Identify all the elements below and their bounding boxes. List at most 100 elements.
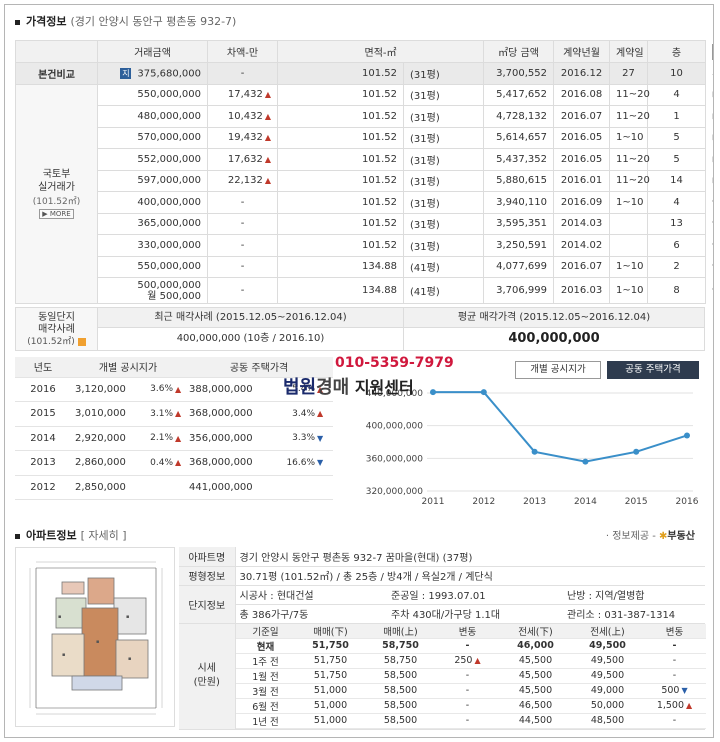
- jeonse-change-cell: 500 ▼: [643, 683, 706, 699]
- apt-size-value: 30.71평 (101.52㎡) / 총 25층 / 방4개 / 욕실2개 / …: [235, 566, 705, 586]
- jeonse-low-cell: 44,500: [499, 713, 572, 729]
- up-arrow-icon: ▲: [264, 133, 271, 143]
- up-arrow-icon: ▲: [175, 409, 182, 419]
- house-pct-cell: 16.6%: [265, 450, 316, 476]
- tab-land-price[interactable]: 개별 공시지가: [515, 361, 601, 379]
- base-date-cell: 6월 전: [235, 698, 296, 714]
- history-row: 2016 3,120,000 3.6% ▲ 388,000,000 5.4% ▲: [15, 377, 334, 402]
- complex-completed: 준공일 : 1993.07.01: [387, 585, 563, 605]
- pyeong-cell: (31평): [402, 83, 485, 106]
- floor-cell: 2: [647, 255, 707, 278]
- contract-day-cell: 1~10: [609, 277, 649, 304]
- column-header: 년도: [15, 357, 71, 378]
- sale-high-cell: 58,750: [365, 638, 436, 654]
- land-pct-cell: 0.4%: [133, 450, 173, 476]
- table-row: 552,000,000 17,632 ▲ 101.52 (31평) 5,437,352 20…: [16, 148, 713, 171]
- pyeong-cell: (31평): [402, 105, 485, 128]
- house-dir-cell: [315, 475, 334, 500]
- sale-change-cell: -: [435, 638, 500, 654]
- svg-text:▪: ▪: [62, 652, 65, 658]
- x-tick-label: 2011: [422, 497, 445, 507]
- complex-office: 관리소 : 031-387-1314: [563, 604, 705, 624]
- market-price-table: 기준일 매매(下) 매매(上) 변동 전세(下) 전세(上) 변동 현재 51,750 58,75…: [235, 623, 706, 729]
- apt-name-key: 아파트명: [179, 547, 236, 567]
- apt-section-title: 아파트정보[ 자세히 ]: [15, 527, 127, 543]
- jeonse-high-cell: 49,000: [571, 683, 644, 699]
- jeonse-low-cell: 46,000: [499, 638, 572, 654]
- land-price-cell: 2,850,000: [71, 475, 133, 500]
- avg-sale-value: 400,000,000: [508, 331, 600, 346]
- down-arrow-icon: ▼: [681, 686, 688, 695]
- unit-price-cell: 3,250,591: [483, 234, 555, 257]
- compare-row: 본건비교 지 375,680,000-101.52 (31평) 3,700,552 201…: [15, 62, 713, 85]
- public-price-history-table: 년도 개별 공시지가 공동 주택가격 2016 3,120,000 3.6% ▲ 388,00…: [15, 357, 334, 500]
- floor-cell: 6: [647, 234, 707, 257]
- table-row: 500,000,000 월 500,000-134.88 (41평) 3,706,99…: [16, 277, 713, 304]
- unit-price-cell: 3,706,999: [483, 277, 555, 304]
- sise-row: 현재 51,750 58,750-46,000 49,500-: [235, 638, 706, 654]
- price-section-title: 가격정보 (경기 안양시 동안구 평촌동 932-7): [15, 13, 236, 29]
- area-cell: 101.52: [277, 105, 404, 128]
- floor-cell: 5: [647, 126, 707, 149]
- history-row: 2013 2,860,000 0.4% ▲ 368,000,000 16.6% ▼: [15, 450, 334, 476]
- floor-cell: 14: [647, 169, 707, 192]
- tab-house-price[interactable]: 공동 주택가격: [607, 361, 699, 379]
- data-point[interactable]: [531, 448, 538, 455]
- column-header: 개별 공시지가: [71, 357, 186, 378]
- bullet-square-icon: [15, 19, 20, 25]
- floor-cell: 4: [647, 83, 707, 106]
- land-pct-cell: 3.1%: [133, 401, 173, 427]
- complex-parking: 주차 430대/가구당 1.1대: [387, 604, 563, 624]
- sale-change-cell: -: [435, 683, 500, 699]
- y-tick-label: 320,000,000: [366, 487, 424, 497]
- table-row: 국토부 실거래가 (101.52㎡) ▶ MORE 550,000,000 17,432 ▲…: [15, 83, 713, 304]
- sise-row: 1년 전 51,000 58,500-44,500 48,500-: [235, 713, 706, 729]
- unit-price-cell: 3,595,351: [483, 212, 555, 235]
- contract-day-cell: 11~20: [609, 105, 650, 128]
- data-point[interactable]: [480, 389, 487, 396]
- house-dir-cell: ▼: [315, 450, 334, 476]
- compare-day: 27: [609, 62, 649, 85]
- base-date-cell: 1주 전: [235, 653, 296, 669]
- area-cell: 134.88: [277, 255, 404, 278]
- sise-row: 3월 전 51,000 58,500-45,500 49,000 500 ▼: [235, 683, 706, 699]
- y-tick-label: 440,000,000: [366, 389, 424, 399]
- jeonse-low-cell: 45,500: [499, 668, 572, 684]
- area-cell: 134.88: [277, 277, 404, 304]
- table-row: 330,000,000-101.52 (31평) 3,250,591 2014.02 6…: [16, 234, 713, 257]
- contract-ym-cell: 2014.02: [553, 234, 611, 257]
- contract-ym-cell: 2016.07: [553, 105, 611, 128]
- floor-cell: 13: [647, 212, 707, 235]
- column-header: 변동: [435, 623, 500, 639]
- column-header: 매매(上): [365, 623, 436, 639]
- base-date-cell: 현재: [235, 638, 296, 654]
- area-cell: 101.52: [277, 148, 404, 171]
- land-price-cell: 2,920,000: [71, 426, 133, 451]
- up-arrow-icon: ▲: [474, 656, 481, 665]
- svg-text:▪: ▪: [128, 656, 131, 662]
- land-dir-cell: ▲: [173, 450, 186, 476]
- area-cell: 101.52: [277, 234, 404, 257]
- info-icon[interactable]: [77, 337, 86, 346]
- sale-low-cell: 51,750: [295, 638, 366, 654]
- down-arrow-icon: ▼: [317, 458, 324, 468]
- compare-ym: 2016.12: [553, 62, 611, 85]
- year-cell: 2015: [15, 401, 71, 427]
- data-point[interactable]: [430, 389, 436, 396]
- apt-detail-link[interactable]: [ 자세히 ]: [80, 529, 127, 542]
- data-point[interactable]: [684, 432, 690, 439]
- house-pct-cell: 3.3%: [265, 426, 316, 451]
- type-filter-select[interactable]: 전체: [712, 43, 713, 60]
- land-dir-cell: ▲: [173, 377, 186, 402]
- floor-plan-image[interactable]: ▪ ▪ ▪ ▪ ▪: [15, 547, 175, 727]
- data-point[interactable]: [633, 448, 640, 455]
- up-arrow-icon: ▲: [175, 433, 182, 443]
- up-arrow-icon: ▲: [317, 409, 324, 419]
- year-cell: 2012: [15, 475, 71, 500]
- jeonse-low-cell: 45,500: [499, 683, 572, 699]
- more-button[interactable]: ▶ MORE: [39, 209, 74, 220]
- sale-high-cell: 58,500: [365, 698, 436, 714]
- jeonse-high-cell: 49,500: [571, 668, 644, 684]
- data-point[interactable]: [582, 458, 589, 465]
- history-row: 2012 2,850,000 441,000,000: [15, 475, 334, 500]
